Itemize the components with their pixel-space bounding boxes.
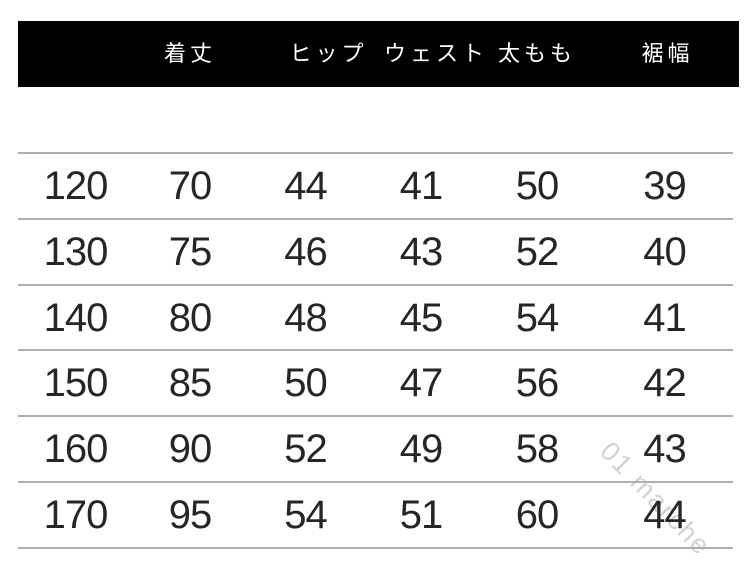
hem-width-cell: 39 bbox=[643, 163, 686, 208]
length-cell: 75 bbox=[168, 229, 212, 274]
table-row: 160 90 52 49 58 43 bbox=[18, 415, 733, 481]
waist-cell: 47 bbox=[399, 361, 443, 406]
hip-cell: 50 bbox=[284, 361, 327, 406]
length-cell: 80 bbox=[168, 295, 212, 340]
length-cell: 90 bbox=[168, 427, 212, 472]
size-cell: 160 bbox=[43, 427, 109, 472]
column-header-hip: ヒップ bbox=[289, 41, 368, 66]
hip-cell: 48 bbox=[284, 295, 327, 340]
column-header-thigh: 太もも bbox=[497, 41, 576, 66]
hem-width-cell: 41 bbox=[643, 295, 686, 340]
table-row: 120 70 44 41 50 39 bbox=[18, 152, 733, 218]
table-row: 130 75 46 43 52 40 bbox=[18, 217, 733, 284]
table-row: 150 85 50 47 56 42 bbox=[18, 349, 733, 415]
size-cell: 150 bbox=[43, 361, 109, 406]
hem-width-cell: 44 bbox=[643, 493, 686, 538]
size-cell: 140 bbox=[43, 295, 109, 340]
thigh-cell: 54 bbox=[515, 295, 559, 340]
header-band: 着丈 ヒップ ウェスト 太もも 裾幅 bbox=[18, 21, 739, 87]
length-cell: 70 bbox=[168, 163, 212, 208]
table-row: 140 80 48 45 54 41 bbox=[18, 283, 733, 350]
hip-cell: 46 bbox=[284, 229, 327, 274]
waist-cell: 51 bbox=[399, 493, 443, 538]
hip-cell: 52 bbox=[284, 427, 327, 472]
hip-cell: 54 bbox=[284, 493, 327, 538]
thigh-cell: 58 bbox=[515, 427, 559, 472]
table-row: 170 95 54 51 60 44 bbox=[18, 481, 733, 547]
hip-cell: 44 bbox=[284, 163, 327, 208]
hem-width-cell: 40 bbox=[643, 229, 686, 274]
column-header-hem-width: 裾幅 bbox=[641, 41, 694, 66]
column-header-waist: ウェスト bbox=[384, 41, 489, 66]
hem-width-cell: 42 bbox=[643, 361, 686, 406]
thigh-cell: 60 bbox=[515, 493, 559, 538]
size-cell: 120 bbox=[43, 163, 109, 208]
thigh-cell: 50 bbox=[515, 163, 559, 208]
table-body: 120 70 44 41 50 39 130 75 46 43 52 40 14… bbox=[18, 152, 733, 549]
table-bottom-line bbox=[18, 546, 733, 549]
waist-cell: 45 bbox=[399, 295, 443, 340]
length-cell: 85 bbox=[168, 361, 212, 406]
length-cell: 95 bbox=[168, 493, 212, 538]
size-cell: 170 bbox=[43, 493, 109, 538]
waist-cell: 49 bbox=[399, 427, 443, 472]
hem-width-cell: 43 bbox=[643, 427, 686, 472]
waist-cell: 43 bbox=[399, 229, 443, 274]
size-cell: 130 bbox=[43, 229, 109, 274]
column-header-length: 着丈 bbox=[163, 41, 216, 66]
thigh-cell: 52 bbox=[515, 229, 559, 274]
waist-cell: 41 bbox=[399, 163, 443, 208]
thigh-cell: 56 bbox=[515, 361, 559, 406]
